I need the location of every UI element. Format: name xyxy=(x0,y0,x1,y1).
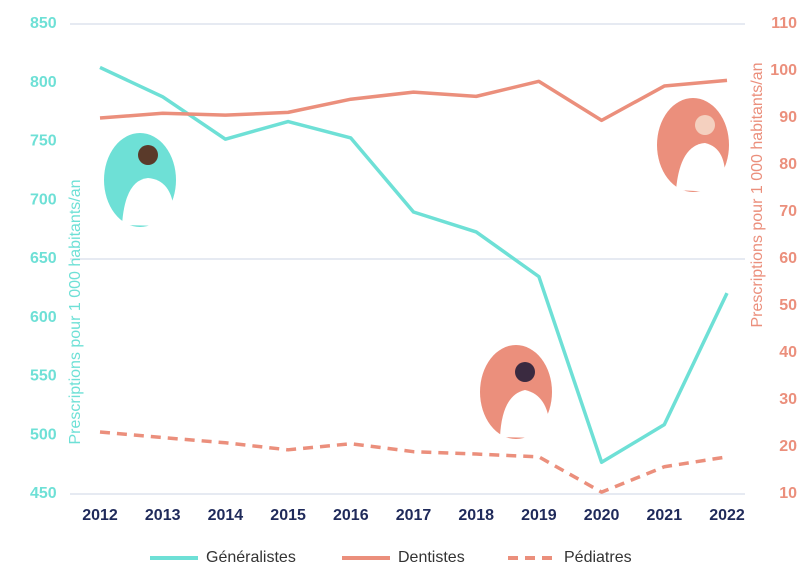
line-series xyxy=(100,80,727,120)
y2-tick-label: 50 xyxy=(779,297,797,314)
y2-tick-label: 10 xyxy=(779,485,797,502)
illustrations xyxy=(104,98,729,439)
y2-tick-label: 70 xyxy=(779,203,797,220)
y2-tick-label: 20 xyxy=(779,438,797,455)
y-tick-label: 850 xyxy=(30,15,57,32)
y-tick-label: 700 xyxy=(30,191,57,208)
y2-tick-label: 100 xyxy=(770,62,797,79)
x-tick-label: 2014 xyxy=(208,507,244,524)
y2-tick-label: 80 xyxy=(779,156,797,173)
y2-tick-label: 30 xyxy=(779,391,797,408)
y2-tick-label: 60 xyxy=(779,250,797,267)
x-tick-label: 2018 xyxy=(458,507,494,524)
x-tick-label: 2016 xyxy=(333,507,369,524)
x-tick-label: 2015 xyxy=(270,507,306,524)
x-tick-label: 2013 xyxy=(145,507,181,524)
y2-tick-label: 40 xyxy=(779,344,797,361)
y2-axis-label: Prescriptions pour 1 000 habitants/an xyxy=(749,62,766,327)
x-tick-label: 2021 xyxy=(647,507,683,524)
y-tick-label: 650 xyxy=(30,250,57,267)
line-series xyxy=(100,67,727,462)
line-series xyxy=(100,432,727,492)
y-tick-label: 500 xyxy=(30,426,57,443)
x-tick-label: 2022 xyxy=(709,507,745,524)
y2-tick-label: 90 xyxy=(779,109,797,126)
illustration-head xyxy=(515,362,535,382)
legend-label: Généralistes xyxy=(206,549,296,566)
y-tick-label: 450 xyxy=(30,485,57,502)
x-tick-label: 2017 xyxy=(396,507,432,524)
y2-tick-label: 110 xyxy=(771,15,797,32)
x-tick-label: 2019 xyxy=(521,507,557,524)
y-tick-label: 750 xyxy=(30,133,57,150)
x-tick-label: 2020 xyxy=(584,507,620,524)
legend-label: Pédiatres xyxy=(564,549,632,566)
y-axis-label: Prescriptions pour 1 000 habitants/an xyxy=(67,179,84,444)
y-tick-label: 550 xyxy=(30,368,57,385)
x-tick-label: 2012 xyxy=(82,507,118,524)
y-tick-label: 800 xyxy=(30,74,57,91)
illustration-head xyxy=(695,115,715,135)
y-tick-label: 600 xyxy=(30,309,57,326)
chart: Prescriptions pour 1 000 habitants/an Pr… xyxy=(0,0,805,569)
illustration-head xyxy=(138,145,158,165)
legend-label: Dentistes xyxy=(398,549,465,566)
